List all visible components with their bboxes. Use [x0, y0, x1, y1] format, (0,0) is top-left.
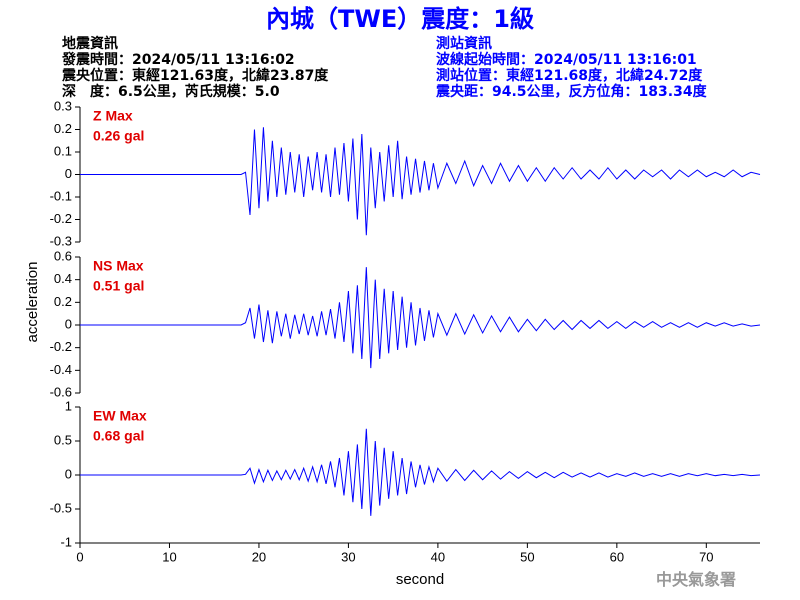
y-tick-label: 0 [65, 316, 72, 331]
y-tick-label: 0 [65, 466, 72, 481]
title: 內城（TWE）震度：1級 [266, 5, 534, 33]
y-tick-label: -0.2 [50, 339, 72, 354]
y-tick-label: -0.3 [50, 233, 72, 248]
y-tick-label: 0.3 [54, 98, 72, 113]
y-tick-label: -1 [60, 534, 72, 549]
trace [80, 428, 761, 516]
y-tick-label: 0.1 [54, 143, 72, 158]
y-tick-label: 0.2 [54, 121, 72, 136]
annotation: EW Max [93, 408, 147, 424]
y-tick-label: -0.6 [50, 384, 72, 399]
annotation: 0.26 gal [93, 128, 144, 144]
y-tick-label: -0.1 [50, 188, 72, 203]
y-tick-label: -0.2 [50, 211, 72, 226]
footer: 中央氣象署 [656, 570, 737, 589]
station-heading: 測站資訊 [436, 36, 492, 52]
station-info: 震央距：94.5公里，反方位角：183.34度 [436, 84, 707, 100]
x-axis-label: second [396, 571, 444, 588]
event-info: 發震時間：2024/05/11 13:16:02 [62, 52, 295, 68]
event-info: 深 度：6.5公里，芮氏規模：5.0 [62, 84, 280, 100]
y-axis-label: acceleration [24, 262, 41, 343]
x-tick-label: 60 [610, 549, 624, 564]
event-info: 震央位置：東經121.63度，北緯23.87度 [62, 68, 329, 84]
annotation: 0.51 gal [93, 278, 144, 294]
x-tick-label: 30 [341, 549, 355, 564]
y-tick-label: 0.5 [54, 432, 72, 447]
station-info: 測站位置：東經121.68度，北緯24.72度 [436, 68, 703, 84]
y-tick-label: 0.4 [54, 271, 72, 286]
annotation: Z Max [93, 108, 133, 124]
station-info: 波線起始時間：2024/05/11 13:16:01 [436, 52, 697, 68]
annotation: NS Max [93, 258, 144, 274]
trace [80, 127, 761, 236]
x-tick-label: 50 [520, 549, 534, 564]
y-tick-label: 1 [65, 398, 72, 413]
trace [80, 267, 761, 369]
x-tick-label: 20 [252, 549, 266, 564]
x-tick-label: 40 [431, 549, 445, 564]
y-tick-label: 0 [65, 166, 72, 181]
x-tick-label: 0 [76, 549, 83, 564]
y-tick-label: -0.5 [50, 500, 72, 515]
event-heading: 地震資訊 [62, 36, 118, 52]
y-tick-label: -0.4 [50, 362, 72, 377]
y-tick-label: 0.6 [54, 248, 72, 263]
y-tick-label: 0.2 [54, 294, 72, 309]
x-tick-label: 10 [162, 549, 176, 564]
x-tick-label: 70 [699, 549, 713, 564]
annotation: 0.68 gal [93, 428, 144, 444]
